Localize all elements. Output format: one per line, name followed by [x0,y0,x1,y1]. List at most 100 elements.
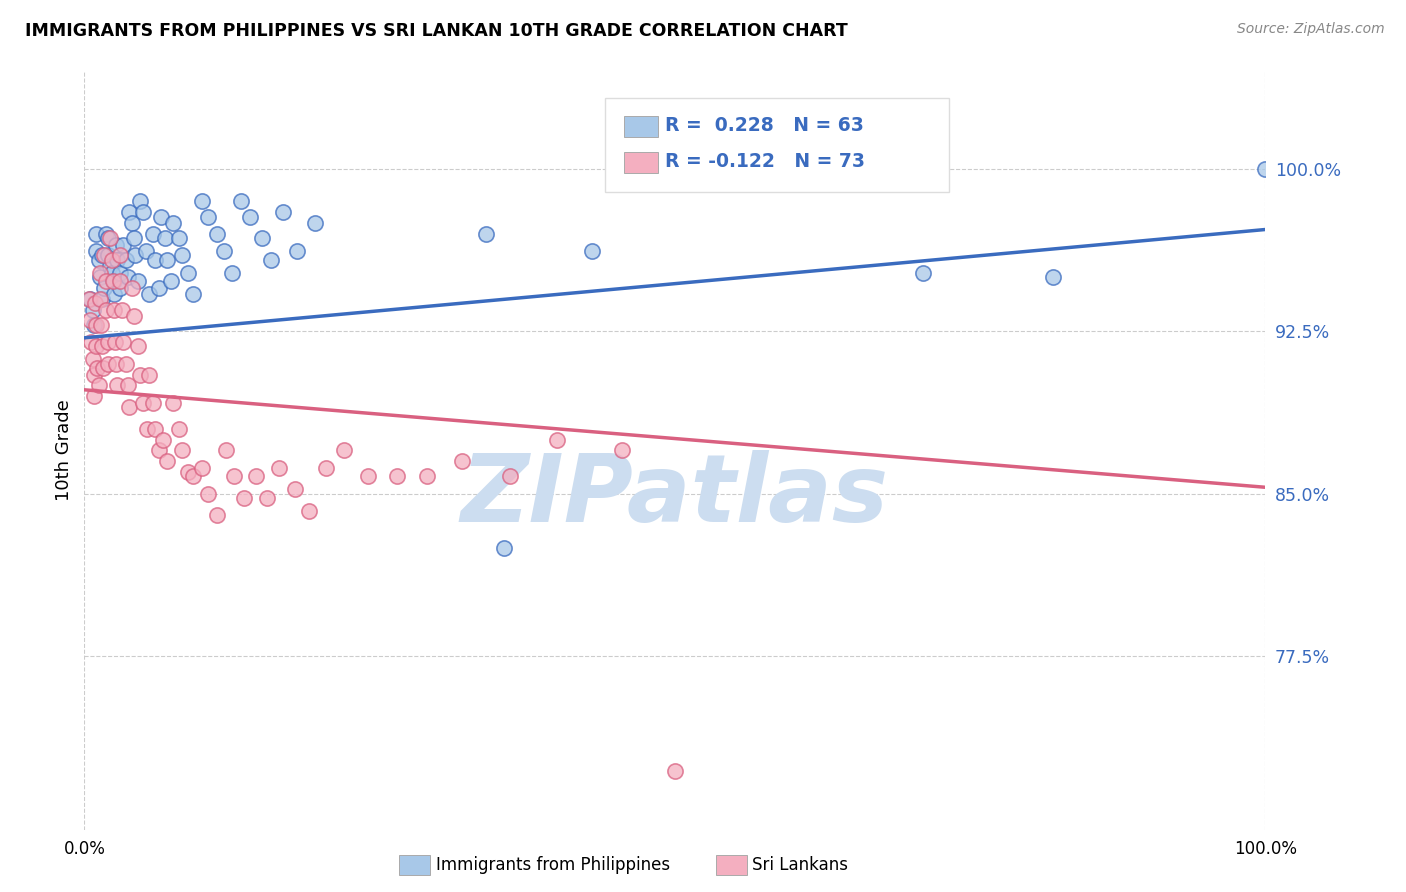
Point [100,252,122,267]
Text: Immigrants from Philippines: Immigrants from Philippines [436,856,671,874]
Point [152,433,174,447]
Point [83,318,105,332]
Point [475,227,498,241]
Point [181,287,204,301]
Point [91,339,114,353]
Point [128,368,150,382]
Point [128,194,150,209]
Point [79,292,101,306]
Point [172,443,194,458]
Point [107,378,129,392]
Point [284,483,307,497]
Point [87,252,110,267]
Point [127,339,149,353]
Point [1042,270,1064,285]
Point [97,248,120,262]
Point [83,368,105,382]
Point [117,378,139,392]
Point [224,469,246,483]
Point [357,469,380,483]
Point [111,302,134,317]
Point [181,469,204,483]
Point [132,205,155,219]
Point [156,252,179,267]
Point [143,422,166,436]
Point [260,252,283,267]
Point [215,443,238,458]
Point [159,275,181,289]
Point [89,270,111,285]
Point [150,210,173,224]
Text: ZIPatlas: ZIPatlas [461,450,889,542]
Point [127,275,149,289]
Point [231,194,253,209]
Point [84,227,107,241]
Point [105,357,128,371]
Point [142,396,165,410]
Point [82,302,104,317]
Point [98,260,121,274]
Point [664,764,686,778]
Point [101,275,124,289]
Point [124,248,146,262]
Point [271,205,294,219]
Point [91,248,114,262]
Point [138,287,160,301]
Point [84,318,107,332]
Text: IMMIGRANTS FROM PHILIPPINES VS SRI LANKAN 10TH GRADE CORRELATION CHART: IMMIGRANTS FROM PHILIPPINES VS SRI LANKA… [25,22,848,40]
Point [333,443,356,458]
Point [94,302,117,317]
Point [97,231,120,245]
Point [84,339,107,353]
Point [80,335,103,350]
Text: R =  0.228   N = 63: R = 0.228 N = 63 [665,116,863,136]
Point [97,357,120,371]
Point [104,335,127,350]
Point [91,361,114,376]
Point [197,487,219,501]
Point [83,389,105,403]
Point [197,210,219,224]
Point [84,244,107,259]
Point [84,296,107,310]
Point [498,469,520,483]
Text: Source: ZipAtlas.com: Source: ZipAtlas.com [1237,22,1385,37]
Point [93,281,115,295]
Point [245,469,267,483]
Point [87,378,110,392]
Point [581,244,603,259]
Point [1254,161,1277,176]
Point [89,266,111,280]
Point [221,266,243,280]
Point [121,281,143,295]
Point [212,244,235,259]
Text: 0.0%: 0.0% [63,840,105,858]
Point [269,460,291,475]
Point [105,237,128,252]
Point [156,454,179,468]
Point [232,491,254,505]
Point [285,244,308,259]
Point [82,352,104,367]
Point [162,396,184,410]
Point [416,469,439,483]
Point [148,281,170,295]
Point [91,292,114,306]
Point [108,275,131,289]
Text: Sri Lankans: Sri Lankans [752,856,848,874]
Point [239,210,262,224]
Point [172,248,194,262]
Point [97,335,120,350]
Point [122,309,145,323]
Point [107,252,129,267]
Point [77,292,100,306]
Text: R = -0.122   N = 73: R = -0.122 N = 73 [665,152,865,171]
Point [162,216,184,230]
Point [94,275,117,289]
Point [98,231,121,245]
Point [93,248,115,262]
Point [79,313,101,327]
Point [205,508,228,523]
Point [148,443,170,458]
Point [177,266,200,280]
